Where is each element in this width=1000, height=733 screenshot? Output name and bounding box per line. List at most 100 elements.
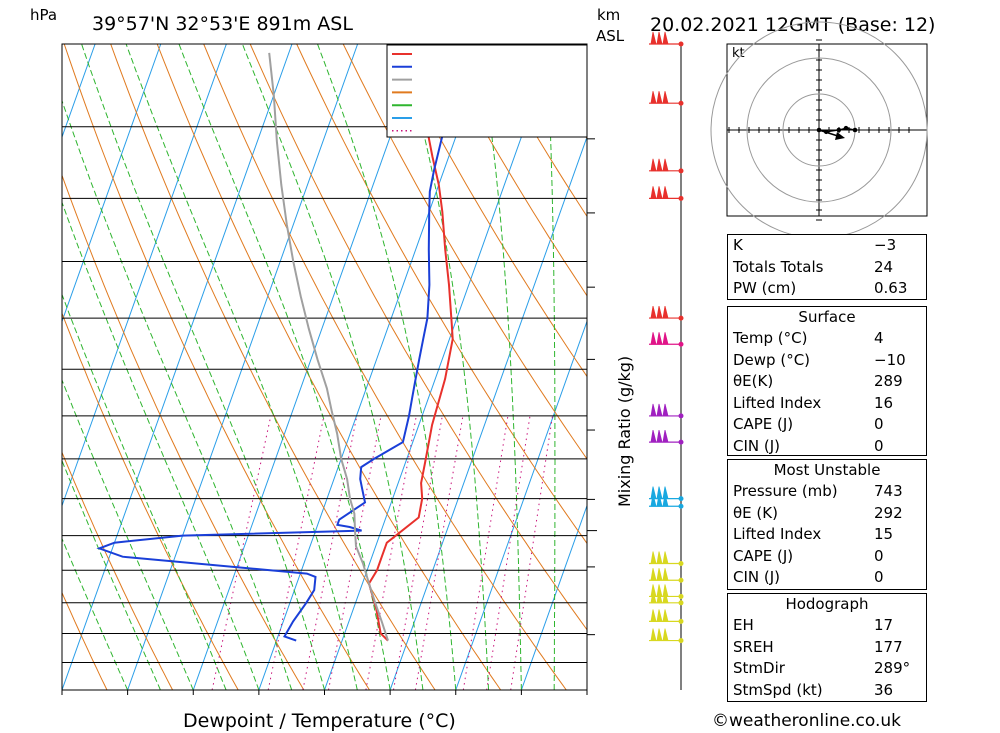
hodograph-point [843,125,849,131]
wind-barb-flag [662,403,669,417]
wind-barb-flag [650,186,657,199]
stat-row: Lifted Index 16 [728,393,926,415]
legend [386,44,588,138]
stat-value: −3 [874,236,897,254]
mixing-ratio-line [414,415,464,690]
wet-adiabat-line [546,44,556,690]
wind-barb-dot [678,341,684,347]
most-unstable-title: Most Unstable [773,461,881,479]
stat-label: EH [733,616,754,634]
wind-barb [649,609,684,624]
stat-label: θE (K) [733,503,778,522]
wind-barb-dot [678,100,684,106]
series-line-dewpoint [96,44,460,642]
hodograph-stats-title: Hodograph [785,595,869,613]
wind-barb-flag [656,91,663,104]
stat-row: θE(K) 289 [728,371,926,393]
wind-barb-dot [678,593,684,599]
wind-barb-dot [678,195,684,201]
mixing-ratio-line [393,415,443,690]
isotherm-line [127,44,359,690]
wet-adiabat-line [178,44,391,690]
wind-barb-dot [678,41,684,47]
stat-value: 292 [874,503,903,522]
wind-barb-flag [662,31,669,45]
wind-barb-flag [662,158,669,172]
stat-value: 289° [874,659,911,677]
stat-row: CAPE (J) 0 [728,414,926,436]
wind-barb [649,31,684,47]
wind-barb-flag [662,568,669,581]
stat-row: StmSpd (kt) 36 [728,680,926,702]
hodograph-point [852,127,858,133]
isotherm-line [324,44,555,690]
stat-label: Totals Totals [733,257,824,276]
stat-value: −10 [874,350,906,369]
stat-row: CIN (J) 0 [728,567,926,589]
dry-adiabat-line [389,44,587,378]
stat-value: 36 [874,680,894,699]
hodograph-kt-label: kt [732,46,745,61]
stat-row: EH 17 [728,615,926,637]
mixing-ratio-axis-title: Mixing Ratio (g/kg) [615,356,634,507]
stat-value: 0 [874,568,884,586]
wind-barb-dot [678,503,684,509]
wind-barb-flag [650,403,657,417]
isotherm-line [62,44,96,139]
stat-row: Temp (°C) 4 [728,328,926,350]
stat-label: Dewp (°C) [733,350,811,369]
hodograph-point [836,127,842,133]
mixing-ratio-line [302,415,358,690]
wind-barb [649,403,684,419]
stat-row: Lifted Index 15 [728,524,926,546]
wind-barb [649,332,684,347]
wet-adiabat-line [586,668,587,690]
stat-value: 177 [874,637,903,656]
indices-box: K −3 Totals Totals 24 PW (cm) 0.63 [727,234,927,300]
credit-text[interactable]: ©weatheronline.co.uk [712,711,902,731]
stat-row: Pressure (mb) 743 [728,481,926,503]
mixing-ratio-line [486,415,531,690]
stat-value: 289 [874,372,903,390]
most-unstable-box: Most Unstable Pressure (mb) 743 θE (K) 292 L… [727,459,927,590]
wind-barb-flag [650,568,657,581]
stat-value: 4 [874,329,884,347]
wind-barb [649,568,684,583]
wind-barb-flag [650,305,657,319]
wind-barb-flag [656,628,663,641]
wind-barb-dot [678,413,684,419]
hodograph-stats-box: Hodograph EH 17 SREH 177 StmDir 289° StmSpd (k… [727,593,927,702]
wind-barb-dot [678,577,684,583]
wind-barb-flag [662,332,669,345]
wind-barb-flag [656,158,663,172]
wind-barb [649,305,684,321]
dry-adiabat-line [62,174,305,690]
wind-barb-flag [656,31,663,45]
wind-barb-flag [650,31,657,45]
wind-barb [649,628,684,644]
wind-barb-dot [678,439,684,445]
isotherm-line [455,319,587,690]
wind-barb-flag [662,429,669,443]
stat-label: CAPE (J) [733,546,794,565]
stat-label: Lifted Index [733,525,822,543]
stat-label: CIN (J) [733,436,781,455]
dry-adiabat-line [110,44,436,690]
wind-barb-flag [662,91,669,104]
wind-barb-flag [656,551,663,564]
wind-barb-flag [662,186,669,199]
wind-barb-dot [678,600,684,606]
stat-value: 16 [874,393,894,412]
wet-adiabat-line [62,537,129,690]
dry-adiabat-line [296,44,587,545]
wind-barb [649,91,684,106]
wind-barb-flag [650,590,657,604]
wind-barb-dot [678,315,684,321]
wind-barb-flag [656,590,663,604]
wind-barb-flag [656,186,663,199]
dry-adiabat-line [435,44,587,297]
wind-barb [649,551,684,567]
stat-row: PW (cm) 0.63 [728,278,926,300]
mixing-ratio-line [510,415,553,690]
wind-barb-flag [662,628,669,641]
